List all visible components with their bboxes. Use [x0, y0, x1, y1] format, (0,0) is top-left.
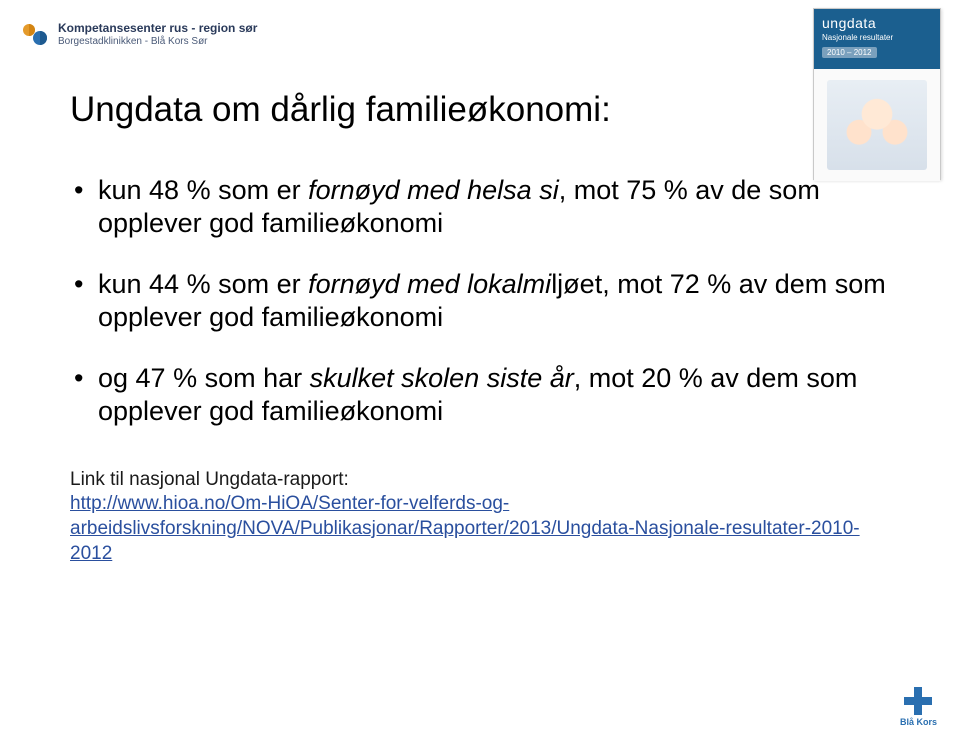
- bullet-text-pre: kun 44 % som er: [98, 269, 308, 299]
- bullet-item: kun 48 % som er fornøyd med helsa si, mo…: [70, 174, 889, 240]
- bullet-text-em: fornøyd med lokalmi: [308, 269, 551, 299]
- link-section: Link til nasjonal Ungdata-rapport: http:…: [70, 468, 889, 567]
- bullet-item: og 47 % som har skulket skolen siste år,…: [70, 362, 889, 428]
- slide: Kompetansesenter rus - region sør Borges…: [0, 0, 959, 741]
- bullet-text-em: skulket skolen siste år: [310, 363, 574, 393]
- report-cover-title: ungdata: [822, 15, 932, 31]
- bullet-text-em: fornøyd med helsa si: [308, 175, 559, 205]
- link-label: Link til nasjonal Ungdata-rapport:: [70, 468, 889, 493]
- report-cover-header: ungdata Nasjonale resultater 2010 – 2012: [814, 9, 940, 69]
- org-name-line1: Kompetansesenter rus - region sør: [58, 22, 257, 36]
- bullet-item: kun 44 % som er fornøyd med lokalmiljøet…: [70, 268, 889, 334]
- report-link[interactable]: http://www.hioa.no/Om-HiOA/Senter-for-ve…: [70, 493, 860, 563]
- bla-kors-logo: Blå Kors: [900, 687, 937, 727]
- bullet-text-pre: kun 48 % som er: [98, 175, 308, 205]
- report-cover-years: 2010 – 2012: [822, 47, 877, 58]
- slide-title: Ungdata om dårlig familieøkonomi:: [70, 90, 889, 130]
- bullet-text-pre: og 47 % som har: [98, 363, 310, 393]
- bla-kors-label: Blå Kors: [900, 717, 937, 727]
- bullet-list: kun 48 % som er fornøyd med helsa si, mo…: [70, 174, 889, 428]
- report-cover-subtitle: Nasjonale resultater: [822, 33, 932, 42]
- org-logo: Kompetansesenter rus - region sør Borges…: [18, 18, 257, 52]
- org-logo-icon: [18, 18, 52, 52]
- org-logo-text: Kompetansesenter rus - region sør Borges…: [58, 22, 257, 47]
- slide-content: Ungdata om dårlig familieøkonomi: kun 48…: [70, 90, 889, 566]
- org-name-line2: Borgestadklinikken - Blå Kors Sør: [58, 36, 257, 48]
- cross-icon: [904, 687, 932, 715]
